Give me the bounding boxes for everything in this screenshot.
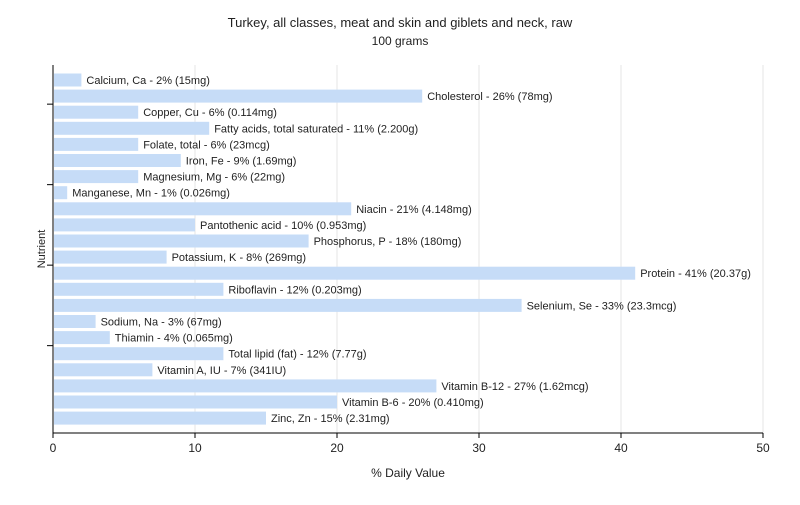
bar xyxy=(54,154,181,167)
bar-label: Protein - 41% (20.37g) xyxy=(640,268,751,280)
bar xyxy=(54,347,224,361)
bar xyxy=(54,266,636,280)
bar-label: Sodium, Na - 3% (67mg) xyxy=(101,317,222,329)
x-tick-label: 50 xyxy=(756,441,770,455)
bar-label: Niacin - 21% (4.148mg) xyxy=(356,204,472,216)
x-axis-label: % Daily Value xyxy=(371,466,445,480)
bar xyxy=(54,250,167,264)
axes: 0 10 20 30 40 50 xyxy=(47,65,770,455)
bar xyxy=(54,234,309,248)
bar-label: Vitamin B-12 - 27% (1.62mcg) xyxy=(441,381,588,393)
bar-series: Calcium, Ca - 2% (15mg) Cholesterol - 26%… xyxy=(54,73,751,425)
y-axis-label: Nutrient xyxy=(36,230,48,269)
bar-label: Fatty acids, total saturated - 11% (2.20… xyxy=(214,123,418,135)
grid-lines xyxy=(194,65,764,433)
bar xyxy=(54,89,423,103)
chart-subtitle: 100 grams xyxy=(372,34,429,48)
bar-label: Pantothenic acid - 10% (0.953mg) xyxy=(200,220,366,232)
chart-title: Turkey, all classes, meat and skin and g… xyxy=(228,15,573,30)
bar xyxy=(54,411,266,425)
x-tick-label: 0 xyxy=(50,441,57,455)
bar xyxy=(54,186,68,200)
bar xyxy=(54,218,195,232)
bar xyxy=(54,105,139,119)
bar xyxy=(54,282,224,296)
bar xyxy=(54,395,337,409)
bar-label: Total lipid (fat) - 12% (7.77g) xyxy=(228,349,366,361)
bar-label: Vitamin A, IU - 7% (341IU) xyxy=(157,365,286,377)
bar xyxy=(54,73,82,87)
bar-label: Cholesterol - 26% (78mg) xyxy=(427,91,552,103)
bar xyxy=(54,137,139,151)
bar-label: Magnesium, Mg - 6% (22mg) xyxy=(143,172,285,184)
bar xyxy=(54,379,437,393)
x-tick-label: 30 xyxy=(472,441,486,455)
bar-label: Manganese, Mn - 1% (0.026mg) xyxy=(72,188,230,200)
bar xyxy=(54,363,153,377)
bar-label: Riboflavin - 12% (0.203mg) xyxy=(228,284,361,296)
bar xyxy=(54,315,96,328)
bar-label: Calcium, Ca - 2% (15mg) xyxy=(86,75,209,87)
bar-label: Copper, Cu - 6% (0.114mg) xyxy=(143,107,277,119)
bar-label: Potassium, K - 8% (269mg) xyxy=(172,252,307,264)
bar-label: Vitamin B-6 - 20% (0.410mg) xyxy=(342,397,484,409)
bar xyxy=(54,202,352,216)
bar xyxy=(54,170,139,184)
bar xyxy=(54,298,522,312)
x-tick-label: 20 xyxy=(330,441,344,455)
x-tick-label: 40 xyxy=(614,441,628,455)
bar-label: Folate, total - 6% (23mcg) xyxy=(143,139,270,151)
bar-label: Iron, Fe - 9% (1.69mg) xyxy=(186,156,297,168)
bar xyxy=(54,121,210,135)
bar-label: Zinc, Zn - 15% (2.31mg) xyxy=(271,413,390,425)
bar-label: Selenium, Se - 33% (23.3mcg) xyxy=(527,300,677,312)
bar xyxy=(54,331,110,345)
bar-label: Thiamin - 4% (0.065mg) xyxy=(115,333,233,345)
x-tick-label: 10 xyxy=(188,441,202,455)
bar-label: Phosphorus, P - 18% (180mg) xyxy=(314,236,462,248)
